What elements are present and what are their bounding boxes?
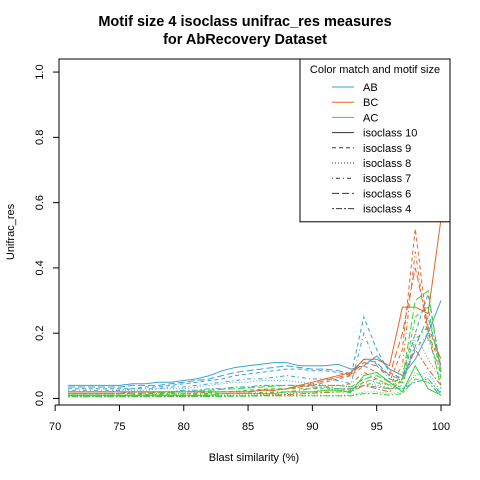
y-tick-label: 0.2 xyxy=(34,326,46,341)
y-tick-label: 1.0 xyxy=(34,64,46,79)
x-tick-label: 100 xyxy=(432,421,450,433)
series-line-ab-isoclass-4 xyxy=(68,378,442,395)
legend-title: Color match and motif size xyxy=(310,64,440,76)
x-tick-label: 80 xyxy=(178,421,190,433)
series-line-bc-isoclass-9 xyxy=(68,228,442,393)
chart-title-line1: Motif size 4 isoclass unifrac_res measur… xyxy=(98,14,391,30)
plot-lines xyxy=(68,218,442,398)
y-tick-label: 0.0 xyxy=(34,391,46,406)
legend-label-bc: BC xyxy=(363,97,378,109)
legend-label-isoclass-6: isoclass 6 xyxy=(363,188,411,200)
x-axis-label: Blast similarity (%) xyxy=(209,452,299,464)
series-line-ac-isoclass-6 xyxy=(68,289,442,395)
series-line-bc-isoclass-6 xyxy=(68,267,442,393)
series-line-ac-isoclass-8 xyxy=(68,371,442,398)
y-tick-label: 0.8 xyxy=(34,130,46,145)
y-axis-label: Unifrac_res xyxy=(5,203,17,260)
series-line-ab-isoclass-8 xyxy=(68,371,442,393)
legend-label-isoclass-4: isoclass 4 xyxy=(363,204,411,216)
series-line-ab-isoclass-6 xyxy=(68,315,442,388)
legend-label-ac: AC xyxy=(363,112,378,124)
x-tick-label: 75 xyxy=(113,421,125,433)
x-tick-label: 85 xyxy=(242,421,254,433)
series-line-ac-isoclass-9 xyxy=(68,306,442,396)
series-line-bc-isoclass-10 xyxy=(68,218,442,393)
legend-label-isoclass-8: isoclass 8 xyxy=(363,158,411,170)
legend-label-ab: AB xyxy=(363,82,378,94)
chart-title-line2: for AbRecovery Dataset xyxy=(163,32,327,48)
series-line-ab-isoclass-7 xyxy=(68,331,442,391)
x-tick-label: 70 xyxy=(49,421,61,433)
legend: Color match and motif size AB BC AC isoclass… xyxy=(299,58,451,223)
legend-box xyxy=(299,58,451,223)
series-line-ac-isoclass-7 xyxy=(68,325,442,397)
series-line-ab-isoclass-10 xyxy=(68,300,442,386)
y-tick-label: 0.4 xyxy=(34,260,46,275)
x-tick-label: 95 xyxy=(371,421,383,433)
series-line-ac-isoclass-10 xyxy=(68,364,442,396)
y-tick-label: 0.6 xyxy=(34,195,46,210)
legend-label-isoclass-10: isoclass 10 xyxy=(363,128,417,140)
series-line-ab-isoclass-9 xyxy=(68,293,442,390)
x-axis: 70 75 80 85 90 95 100 xyxy=(49,404,450,433)
x-tick-label: 90 xyxy=(306,421,318,433)
legend-label-isoclass-9: isoclass 9 xyxy=(363,143,411,155)
series-line-ac-isoclass-4 xyxy=(68,378,442,398)
legend-label-isoclass-7: isoclass 7 xyxy=(363,173,411,185)
y-axis: 0.0 0.2 0.4 0.6 0.8 1.0 xyxy=(34,64,60,406)
